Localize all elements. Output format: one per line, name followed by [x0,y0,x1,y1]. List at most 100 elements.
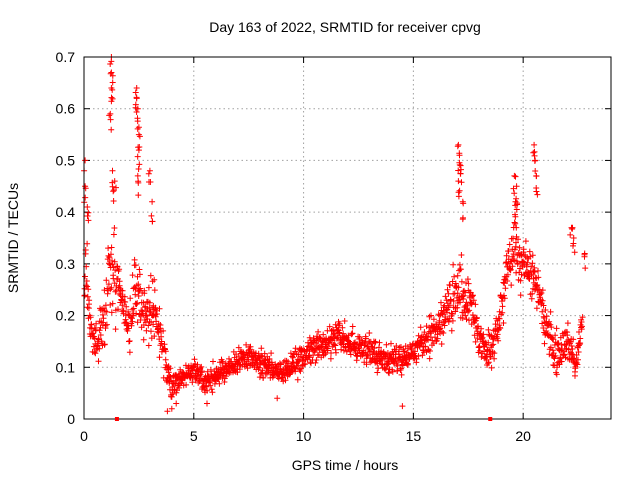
data-point [485,359,492,366]
data-point [105,245,112,252]
data-point [132,89,139,96]
data-point [567,231,574,238]
data-point [553,325,560,332]
data-point [95,358,102,365]
data-point [485,326,492,333]
data-point [340,347,347,354]
data-point [522,238,529,245]
data-point [455,178,462,185]
data-point [531,148,538,155]
y-tick-label: 0.6 [56,101,76,117]
data-point [438,299,444,306]
data-point [366,330,373,336]
data-point [204,400,210,407]
data-point [287,350,294,357]
data-point [197,365,204,371]
x-tick-label: 5 [190,428,198,444]
data-point [513,239,519,246]
data-point [379,356,386,362]
data-point [134,172,141,179]
data-point [256,364,263,371]
data-point [145,284,152,291]
data-point [116,278,123,285]
data-point [485,360,492,367]
data-point [156,354,163,361]
data-point [108,94,115,101]
data-point [485,339,492,346]
data-point [119,302,126,309]
data-point [394,368,401,374]
data-point [111,258,118,265]
data-point [82,157,89,164]
data-point [135,192,142,199]
data-point [506,241,513,248]
data-point [535,267,541,274]
data-point [176,384,183,391]
data-point [520,246,527,253]
data-point [133,301,140,308]
data-point [339,324,346,331]
y-tick-label: 0.1 [56,359,76,375]
data-point [455,167,462,174]
data-point [236,366,243,373]
data-point [204,387,211,394]
data-point [455,141,462,148]
data-point [82,194,89,201]
data-point [417,324,424,331]
data-point [472,338,479,345]
data-point [396,344,403,351]
data-point [132,291,139,298]
data-point [134,153,141,160]
data-point [97,332,104,338]
data-point [427,348,433,354]
data-point [463,280,469,286]
data-point [102,325,109,332]
data-point [469,292,476,299]
data-point [383,365,390,372]
data-point [457,266,464,273]
data-point [570,336,577,343]
data-point [456,187,463,194]
data-point [84,304,91,311]
data-point [504,271,511,278]
x-tick-label: 15 [406,428,422,444]
data-point [134,300,141,307]
data-point [306,354,313,361]
data-point [274,395,281,402]
data-point [499,309,506,316]
data-point [136,161,143,168]
data-point [535,274,542,281]
y-tick-label: 0.3 [56,256,76,272]
x-tick-label: 20 [515,428,531,444]
data-point [385,360,392,367]
data-point [512,220,519,227]
data-point [107,70,114,77]
data-point [315,328,322,335]
data-point [389,368,396,375]
data-point [151,333,158,340]
data-point [356,334,363,340]
data-point [326,323,333,330]
data-point [455,284,462,291]
data-point [129,272,136,279]
data-point [466,307,473,314]
data-point [149,218,156,225]
data-point [361,342,368,349]
data-point [579,314,586,321]
data-point [208,386,215,393]
data-point [509,263,516,270]
data-point [539,297,546,304]
data-point [133,109,140,115]
data-point [332,321,339,328]
data-point [160,327,167,334]
y-tick-label: 0.2 [56,308,76,324]
data-point [541,340,548,347]
data-point [108,85,115,91]
data-point [557,355,564,362]
data-point [85,217,92,224]
data-point [347,351,354,358]
data-point [103,277,110,284]
data-point [438,341,445,347]
data-point [516,244,523,251]
